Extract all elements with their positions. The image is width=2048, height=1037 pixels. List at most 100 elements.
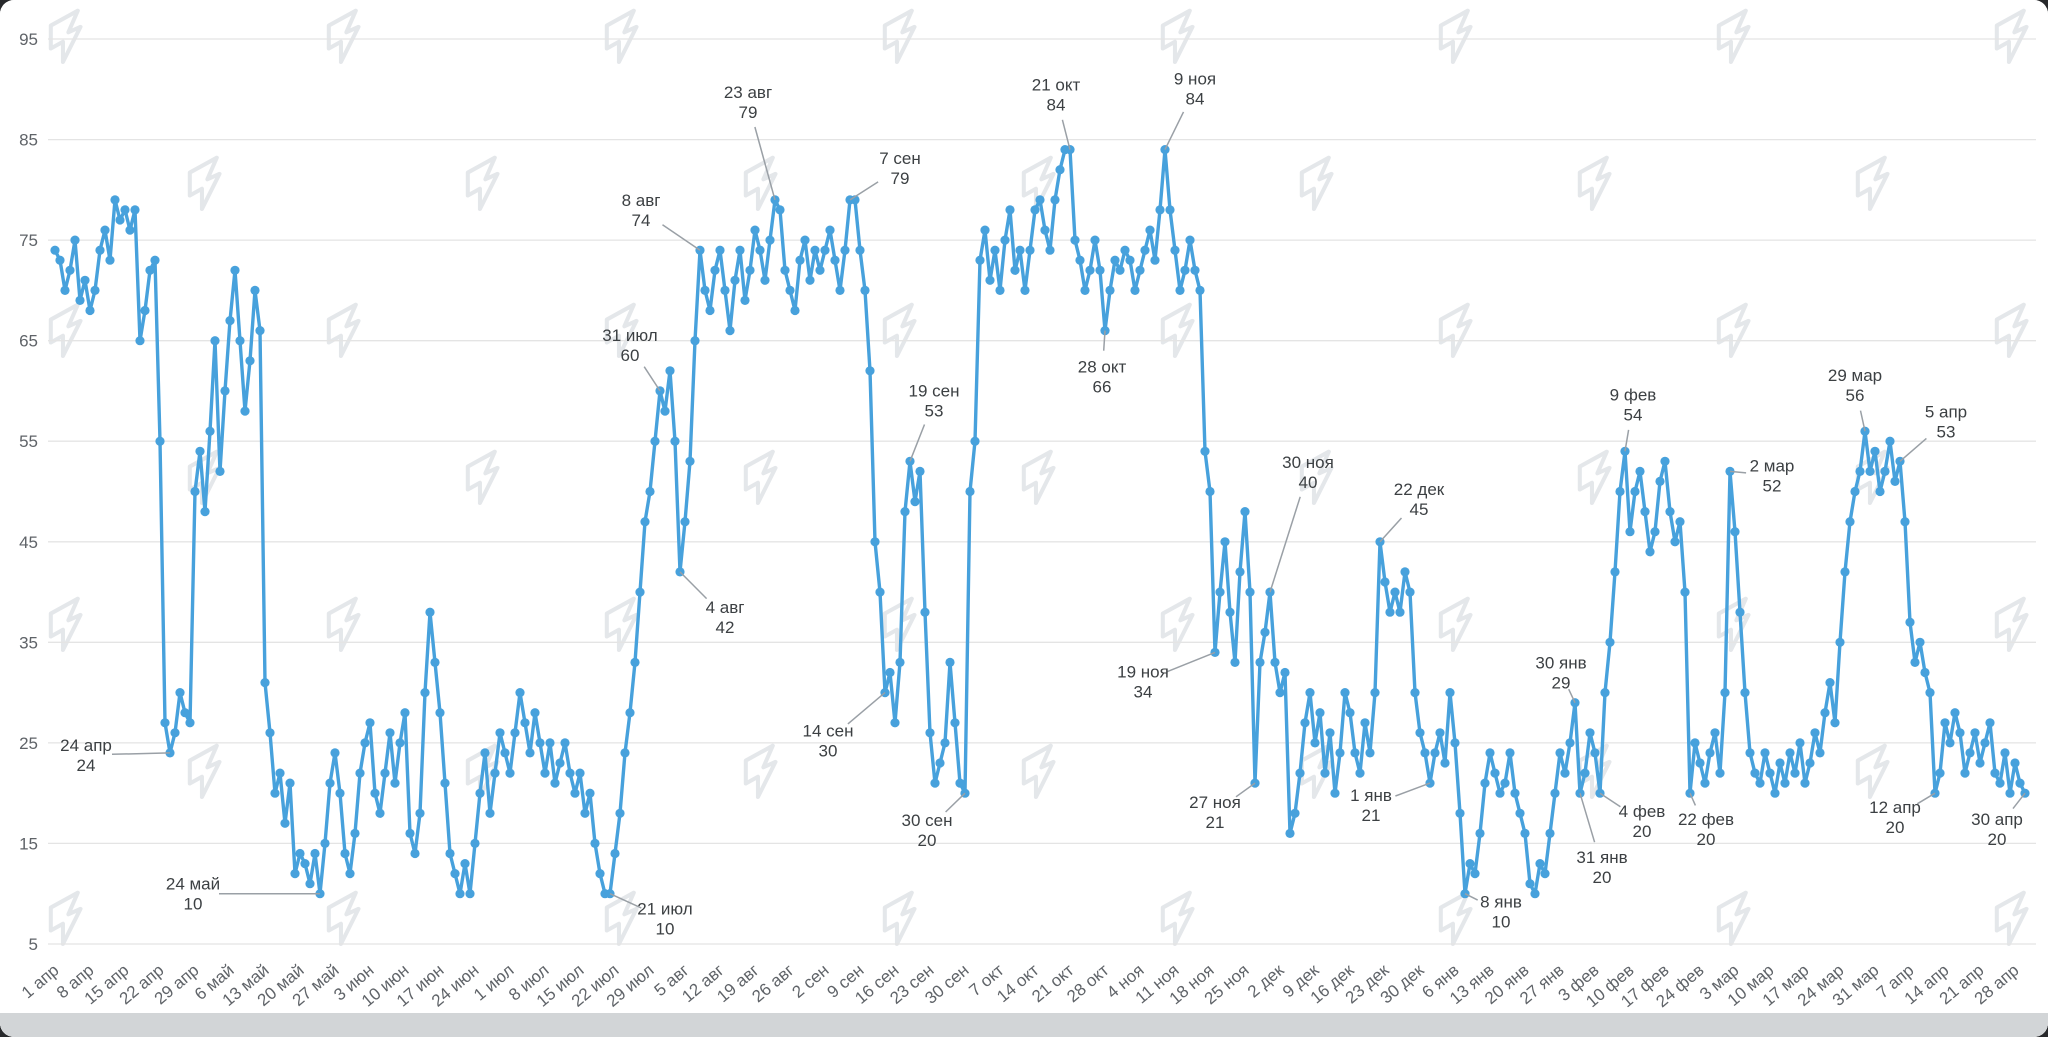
annotation-value: 56 <box>1846 386 1865 405</box>
annotation-leader-line <box>2012 792 2026 810</box>
y-tick-label: 95 <box>19 30 38 49</box>
annotation-leader-line <box>1689 792 1697 806</box>
annotation-value: 42 <box>716 618 735 637</box>
annotation-date: 21 окт <box>1032 76 1081 95</box>
annotation-date: 21 июл <box>637 900 692 919</box>
annotation-value: 21 <box>1362 806 1381 825</box>
annotation-date: 31 июл <box>602 326 657 345</box>
annotation-value: 45 <box>1410 500 1429 519</box>
y-tick-label: 75 <box>19 231 38 250</box>
y-tick-label: 25 <box>19 734 38 753</box>
annotation-leader-line <box>847 692 886 725</box>
annotation-value: 20 <box>1697 830 1716 849</box>
y-tick-label: 55 <box>19 432 38 451</box>
annotation-value: 20 <box>1886 818 1905 837</box>
annotation-date: 30 янв <box>1535 654 1586 673</box>
annotation-date: 1 янв <box>1350 786 1392 805</box>
annotation-leader-line <box>1379 517 1403 543</box>
data-points <box>50 145 2030 899</box>
annotation-leader-line <box>1859 410 1866 432</box>
annotation-date: 4 фев <box>1619 802 1666 821</box>
annotation-leader-line <box>945 792 966 813</box>
annotation-date: 30 ноя <box>1282 453 1334 472</box>
annotation-leader-line <box>1624 429 1630 452</box>
y-tick-label: 45 <box>19 533 38 552</box>
annotation-date: 24 май <box>166 875 220 894</box>
annotation-value: 53 <box>925 401 944 420</box>
annotation-leader-line <box>1599 792 1621 808</box>
annotation-value: 34 <box>1134 682 1153 701</box>
annotation-value: 79 <box>891 169 910 188</box>
annotation-leader-line <box>754 126 776 201</box>
annotation-leader-line <box>1269 496 1301 593</box>
annotation-leader-line <box>111 752 171 756</box>
annotation-date: 27 ноя <box>1189 793 1241 812</box>
annotation-date: 22 дек <box>1394 480 1445 499</box>
y-tick-label: 85 <box>19 131 38 150</box>
annotation-leader-line <box>1568 688 1576 704</box>
annotation-value: 24 <box>77 756 96 775</box>
annotation-date: 29 мар <box>1828 366 1882 385</box>
annotation-value: 84 <box>1186 90 1205 109</box>
y-tick-label: 35 <box>19 633 38 652</box>
annotation-date: 22 фев <box>1678 810 1734 829</box>
annotation-leader-line <box>1395 782 1431 797</box>
annotation-leader-line <box>662 224 701 251</box>
annotation-leader-line <box>1916 792 1936 805</box>
annotation-date: 28 окт <box>1078 358 1127 377</box>
annotation-leader-line <box>1729 470 1747 474</box>
annotation-date: 7 сен <box>879 149 921 168</box>
annotation-value: 40 <box>1299 473 1318 492</box>
annotation-value: 20 <box>1988 830 2007 849</box>
annotation-date: 31 янв <box>1576 848 1627 867</box>
annotation-leader-line <box>1464 893 1479 901</box>
annotation-leader-line <box>1164 111 1185 150</box>
annotation-value: 60 <box>621 346 640 365</box>
annotation-leader-line <box>1235 782 1256 798</box>
annotation-leader-line <box>1579 792 1596 843</box>
annotation-leader-line <box>1061 119 1071 150</box>
annotation-value: 52 <box>1763 476 1782 495</box>
annotation-date: 24 апр <box>60 736 112 755</box>
annotation-date: 5 апр <box>1925 402 1967 421</box>
annotation-leader-line <box>609 893 642 909</box>
annotation-value: 84 <box>1047 96 1066 115</box>
annotation-date: 30 сен <box>902 811 953 830</box>
annotation-leader-line <box>909 424 926 462</box>
annotation-date: 12 апр <box>1869 798 1921 817</box>
forklog-watermark-pattern <box>48 8 2029 947</box>
annotation-value: 53 <box>1937 422 1956 441</box>
annotation-date: 9 ноя <box>1174 70 1216 89</box>
annotation-leader-line <box>1102 330 1106 351</box>
annotation-value: 30 <box>819 742 838 761</box>
annotation-leader-line <box>643 366 661 392</box>
annotation-value: 10 <box>656 920 675 939</box>
annotation-date: 2 мар <box>1750 456 1795 475</box>
annotation-value: 74 <box>632 211 651 230</box>
